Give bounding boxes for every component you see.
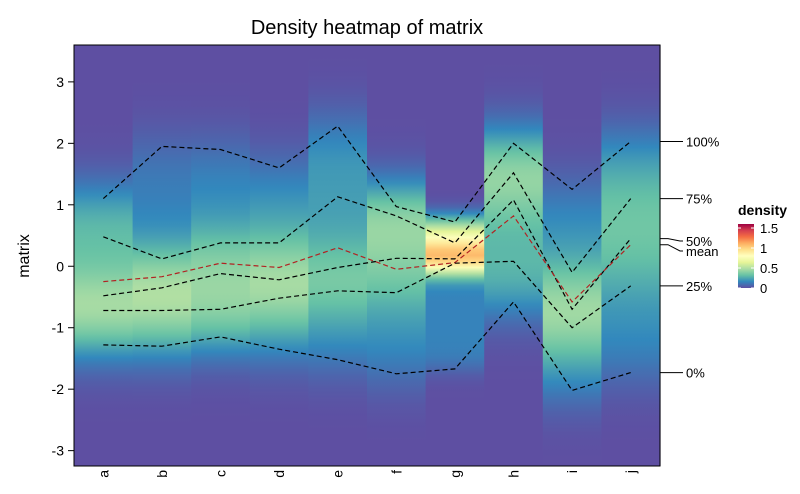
quantile-connector (660, 244, 683, 252)
heatmap-column-e (308, 45, 368, 466)
y-axis: -3 -2 -1 0 1 2 3 (52, 74, 74, 459)
quantile-label-50pct: 50% (686, 234, 712, 249)
quantile-label-100pct: 100% (686, 134, 720, 149)
y-axis-label: matrix (16, 234, 33, 278)
quantile-line-0pct (103, 300, 631, 392)
plot-area (73, 44, 661, 467)
heatmap-column-j (601, 45, 661, 466)
color-legend: density 0 0.5 1 1.5 (738, 202, 787, 296)
heatmap-column-d (249, 45, 309, 466)
y-tick-label: 3 (56, 74, 64, 90)
legend-tick-label: 1 (760, 241, 767, 256)
plot-border (73, 44, 661, 467)
heatmap-column-f (367, 45, 427, 466)
quantile-label-25pct: 25% (686, 279, 712, 294)
quantile-line-100pct (102, 125, 632, 223)
heatmap-column-c (191, 45, 251, 466)
x-tick-label: i (564, 470, 580, 473)
quantile-label-75pct: 75% (686, 192, 712, 207)
x-tick-label: g (447, 470, 463, 478)
heatmap-column-b (132, 45, 192, 466)
legend-colorbar (738, 224, 754, 288)
legend-title: density (738, 202, 787, 218)
y-tick-label: 0 (56, 258, 64, 274)
y-tick-label: -3 (52, 443, 65, 459)
quantile-connector (660, 238, 683, 242)
y-tick-label: 2 (56, 135, 64, 151)
y-tick-label: -1 (52, 320, 65, 336)
quantile-line-25pct (103, 260, 632, 329)
x-tick-label: a (95, 470, 111, 478)
legend-tick-label: 1.5 (760, 221, 778, 236)
quantile-label-mean: mean (686, 244, 719, 259)
quantile-line-mean (103, 215, 632, 303)
heatmap-column-a (74, 45, 134, 466)
y-tick-label: 1 (56, 197, 64, 213)
legend-tick-label: 0.5 (760, 261, 778, 276)
x-axis: a b c d e f g h i j (95, 470, 638, 478)
heatmap-column-g (425, 45, 485, 466)
x-tick-label: b (154, 470, 170, 478)
chart-title: Density heatmap of matrix (251, 17, 483, 39)
heatmap-column-h (484, 45, 544, 466)
legend-tick-label: 0 (760, 281, 767, 296)
x-tick-label: j (623, 470, 639, 474)
x-tick-label: f (388, 470, 404, 474)
heatmap-column-i (542, 45, 602, 466)
y-tick-label: -2 (52, 381, 65, 397)
quantile-line-75pct (103, 171, 632, 274)
quantile-line-50pct (103, 198, 632, 311)
quantile-labels: 100% 75% 50%mean 25% 0% (660, 134, 720, 381)
x-tick-label: c (213, 470, 229, 477)
x-tick-label: e (330, 470, 346, 478)
x-tick-label: h (506, 470, 522, 478)
quantile-label-0pct: 0% (686, 366, 705, 381)
x-tick-label: d (271, 470, 287, 478)
